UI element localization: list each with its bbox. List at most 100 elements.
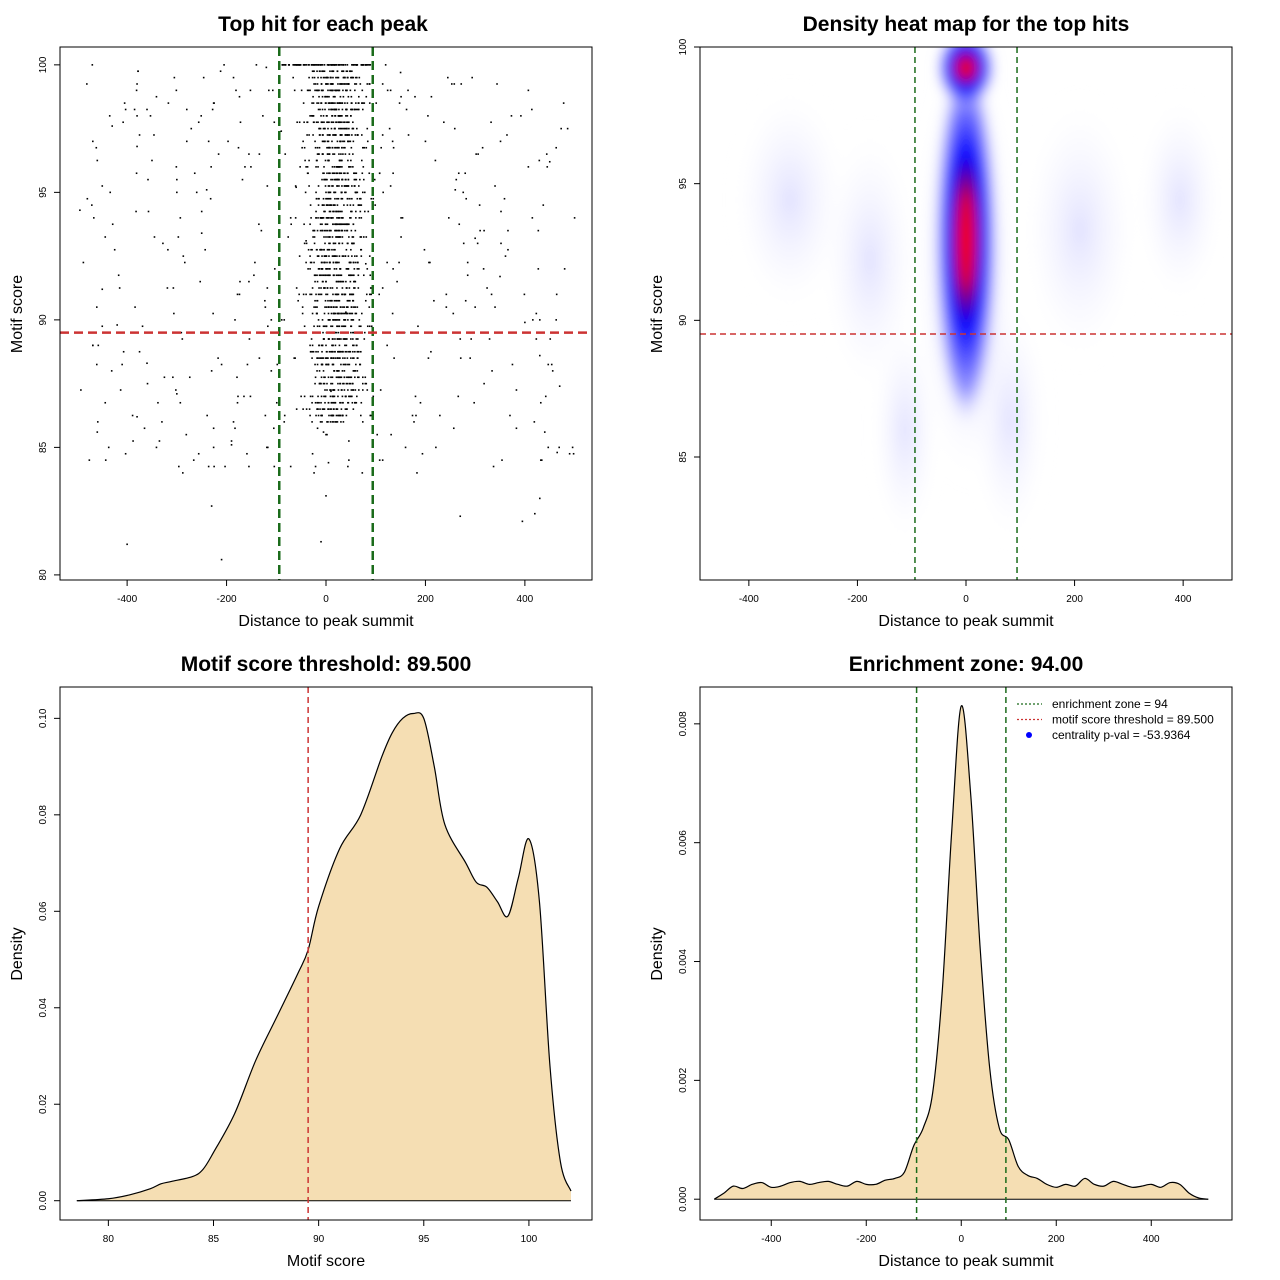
scatter-point xyxy=(141,325,144,328)
scatter-point xyxy=(357,357,359,359)
x-tick-label: 200 xyxy=(1066,594,1083,605)
scatter-point xyxy=(304,191,307,194)
scatter-point xyxy=(345,280,347,283)
scatter-point xyxy=(331,376,334,379)
scatter-point xyxy=(386,344,388,347)
scatter-point xyxy=(352,236,355,238)
scatter-point xyxy=(535,338,538,340)
scatter-point xyxy=(353,306,355,308)
scatter-point xyxy=(325,433,327,436)
scatter-point xyxy=(343,127,346,130)
scatter-point xyxy=(443,121,445,124)
scatter-point xyxy=(520,115,522,117)
scatter-point xyxy=(323,312,326,315)
scatter-point xyxy=(199,280,202,283)
scatter-point xyxy=(333,395,336,398)
scatter-point xyxy=(104,401,107,404)
scatter-point xyxy=(315,121,318,124)
scatter-point xyxy=(325,83,327,85)
scatter-point xyxy=(338,338,341,340)
scatter-point xyxy=(331,363,334,366)
scatter-point xyxy=(322,325,325,328)
scatter-point xyxy=(342,421,345,423)
scatter-point xyxy=(380,146,382,149)
scatter-point xyxy=(405,108,408,111)
scatter-point xyxy=(324,287,326,289)
scatter-point xyxy=(258,153,261,155)
scatter-point xyxy=(342,338,345,340)
scatter-point xyxy=(571,446,574,449)
scatter-point xyxy=(531,217,534,219)
y-tick-label: 0.00 xyxy=(38,1191,49,1211)
scatter-point xyxy=(327,217,329,219)
scatter-point xyxy=(339,414,341,417)
scatter-point xyxy=(176,178,178,181)
scatter-point xyxy=(321,421,323,423)
scatter-point xyxy=(283,414,286,417)
scatter-point xyxy=(287,236,290,238)
scatter-point xyxy=(341,102,343,104)
scatter-point xyxy=(482,268,485,270)
scatter-point xyxy=(386,261,388,264)
scatter-point xyxy=(316,146,319,149)
scatter-point xyxy=(96,159,99,162)
y-tick-label: 85 xyxy=(38,441,49,453)
scatter-point xyxy=(317,102,320,104)
scatter-point xyxy=(122,121,124,124)
scatter-point xyxy=(334,204,336,206)
scatter-point xyxy=(319,64,322,66)
scatter-point xyxy=(316,357,318,359)
scatter-point xyxy=(337,121,340,124)
scatter-point xyxy=(188,376,191,379)
scatter-point xyxy=(328,274,331,277)
scatter-point xyxy=(335,210,337,213)
scatter-point xyxy=(368,325,371,328)
scatter-point xyxy=(339,357,341,359)
scatter-point xyxy=(354,389,357,391)
scatter-point xyxy=(185,140,188,143)
scatter-point xyxy=(345,185,347,187)
y-axis-label: Motif score xyxy=(649,275,666,353)
scatter-point xyxy=(339,121,342,124)
scatter-point xyxy=(555,146,558,149)
scatter-point xyxy=(238,95,241,98)
scatter-point xyxy=(346,338,348,340)
scatter-point xyxy=(340,312,342,315)
scatter-point xyxy=(317,255,320,257)
scatter-point xyxy=(342,306,344,308)
scatter-point xyxy=(350,319,353,321)
scatter-point xyxy=(211,108,214,111)
scatter-point xyxy=(500,242,502,245)
scatter-point xyxy=(326,121,328,124)
scatter-point xyxy=(311,312,314,315)
scatter-point xyxy=(311,452,314,455)
scatter-point xyxy=(204,248,206,251)
scatter-point xyxy=(447,76,449,79)
scatter-point xyxy=(355,363,357,366)
scatter-point xyxy=(539,459,542,461)
scatter-point xyxy=(349,197,351,200)
scatter-point xyxy=(333,64,335,66)
scatter-point xyxy=(88,459,91,461)
scatter-point xyxy=(343,382,345,385)
scatter-point xyxy=(339,376,342,379)
distance-density-panel: Enrichment zone: 94.00 -400 -200 0 200 4000.… xyxy=(649,653,1233,1270)
scatter-point xyxy=(312,102,315,104)
scatter-point xyxy=(317,319,320,321)
scatter-point xyxy=(328,217,330,219)
scatter-point xyxy=(340,421,342,423)
scatter-point xyxy=(343,185,346,187)
scatter-point xyxy=(339,280,342,283)
scatter-point xyxy=(313,83,315,85)
scatter-point xyxy=(334,146,336,149)
scatter-point xyxy=(470,338,472,340)
scatter-point xyxy=(336,338,339,340)
scatter-point xyxy=(341,280,344,283)
scatter-point xyxy=(357,274,360,277)
scatter-point xyxy=(337,389,340,391)
scatter-point xyxy=(325,280,327,283)
scatter-point xyxy=(348,121,350,124)
scatter-point xyxy=(323,261,326,264)
scatter-point xyxy=(116,324,118,326)
scatter-point xyxy=(328,210,331,213)
